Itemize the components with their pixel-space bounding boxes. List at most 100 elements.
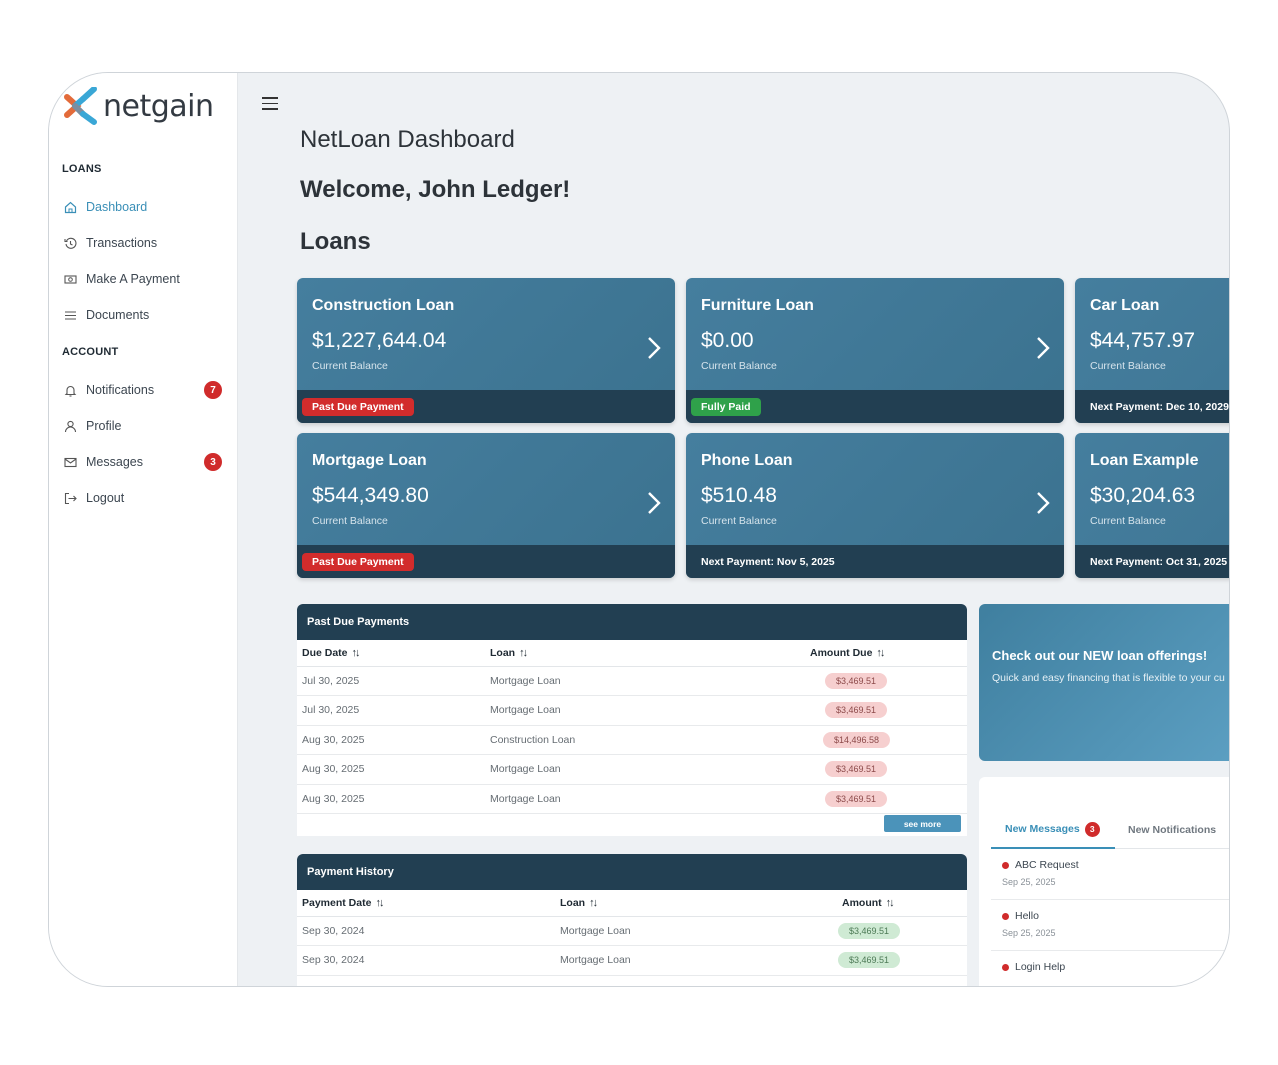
loan-balance: $544,349.80	[312, 484, 429, 507]
next-payment-text: Next Payment: Oct 31, 2025	[1090, 555, 1228, 568]
amount-badge: $3,469.51	[825, 702, 888, 719]
loan-card-footer: Fully Paid	[686, 390, 1064, 423]
unread-dot-icon	[1002, 964, 1009, 971]
loan-card-example[interactable]: Loan Example $30,204.63 Current Balance …	[1075, 433, 1229, 578]
loan-card-footer: Next Payment: Oct 31, 2025	[1075, 545, 1229, 578]
next-payment-text: Next Payment: Nov 5, 2025	[701, 555, 835, 568]
amount-badge: $3,469.51	[825, 790, 888, 807]
chevron-right-icon	[648, 337, 661, 359]
sidebar-item-label: Profile	[86, 419, 122, 433]
table-row: Jul 30, 2025 Mortgage Loan $3,469.51	[297, 666, 967, 696]
column-header-due-date[interactable]: Due Date ↑↓	[297, 640, 485, 667]
unread-dot-icon	[1002, 862, 1009, 869]
loan-card-footer: Past Due Payment	[297, 545, 675, 578]
chevron-right-icon	[1037, 492, 1050, 514]
loan-name: Construction Loan	[312, 297, 455, 314]
sidebar-item-documents[interactable]: Documents	[62, 304, 222, 326]
list-item[interactable]: Login Help	[991, 951, 1229, 986]
loan-card-footer: Next Payment: Dec 10, 2029	[1075, 390, 1229, 423]
sidebar-item-notifications[interactable]: Notifications 7	[62, 379, 222, 401]
loan-balance-caption: Current Balance	[701, 360, 777, 372]
sidebar-item-transactions[interactable]: Transactions	[62, 232, 222, 254]
loan-balance: $44,757.97	[1090, 329, 1196, 352]
loan-card-furniture[interactable]: Furniture Loan $0.00 Current Balance Ful…	[686, 278, 1064, 423]
sidebar-item-label: Dashboard	[86, 200, 148, 214]
amount-badge: $3,469.51	[825, 761, 888, 778]
loan-card-mortgage[interactable]: Mortgage Loan $544,349.80 Current Balanc…	[297, 433, 675, 578]
panel-title: Past Due Payments	[297, 604, 967, 640]
promo-title: Check out our NEW loan offerings!	[992, 648, 1208, 663]
page-title: NetLoan Dashboard	[300, 126, 515, 153]
sidebar-item-profile[interactable]: Profile	[62, 415, 222, 437]
menu-toggle-icon[interactable]	[262, 97, 278, 111]
amount-badge: $3,469.51	[838, 922, 901, 939]
loans-heading: Loans	[300, 228, 371, 255]
status-badge: Past Due Payment	[302, 397, 414, 416]
sort-icon: ↑↓	[375, 896, 384, 909]
messages-count-badge: 3	[204, 453, 222, 471]
past-due-panel: Past Due Payments Due Date ↑↓ Loan ↑↓ Amou…	[297, 604, 967, 836]
bell-icon	[62, 382, 78, 398]
history-icon	[62, 235, 78, 251]
welcome-heading: Welcome, John Ledger!	[300, 176, 571, 203]
messages-count-badge: 3	[1084, 821, 1100, 837]
amount-badge: $3,469.51	[838, 952, 901, 969]
payment-history-table: Payment Date ↑↓ Loan ↑↓ Amount ↑↓ Sep 30, 2…	[297, 890, 967, 976]
loan-card-phone[interactable]: Phone Loan $510.48 Current Balance Next …	[686, 433, 1064, 578]
tab-new-messages[interactable]: New Messages 3	[991, 811, 1115, 849]
table-row: Aug 30, 2025 Construction Loan $14,496.5…	[297, 725, 967, 755]
message-subject: ABC Request	[1015, 859, 1079, 871]
loan-balance-caption: Current Balance	[701, 515, 777, 527]
sidebar-item-label: Logout	[86, 491, 125, 505]
loan-card-car[interactable]: Car Loan $44,757.97 Current Balance Next…	[1075, 278, 1229, 423]
column-header-loan[interactable]: Loan ↑↓	[485, 640, 805, 667]
messages-panel: New Messages 3 New Notifications ABC Req…	[979, 777, 1229, 986]
loan-name: Loan Example	[1090, 452, 1199, 469]
amount-badge: $14,496.58	[823, 731, 891, 748]
sidebar-item-logout[interactable]: Logout	[62, 487, 222, 509]
unread-dot-icon	[1002, 913, 1009, 920]
loan-balance: $30,204.63	[1090, 484, 1196, 507]
loan-balance: $0.00	[701, 329, 754, 352]
column-header-payment-date[interactable]: Payment Date ↑↓	[297, 890, 555, 917]
sort-icon: ↑↓	[885, 896, 895, 909]
list-item[interactable]: Hello Sep 25, 2025	[991, 900, 1229, 951]
loan-name: Furniture Loan	[701, 297, 814, 314]
message-date: Sep 25, 2025	[1002, 928, 1056, 938]
sidebar-item-make-a-payment[interactable]: Make A Payment	[62, 268, 222, 290]
loan-balance-caption: Current Balance	[1090, 515, 1166, 527]
app-window: netgain LOANS Dashboard Transactions Mak…	[48, 72, 1230, 987]
sidebar-item-label: Transactions	[86, 236, 158, 250]
brand-name: netgain	[103, 88, 214, 124]
notifications-count-badge: 7	[204, 381, 222, 399]
sidebar-item-dashboard[interactable]: Dashboard	[62, 196, 222, 218]
cash-icon	[62, 271, 78, 287]
sort-icon: ↑↓	[519, 646, 528, 659]
promo-banner[interactable]: Check out our NEW loan offerings! Quick …	[979, 604, 1229, 761]
messages-tabs: New Messages 3 New Notifications	[991, 811, 1229, 849]
loan-card-construction[interactable]: Construction Loan $1,227,644.04 Current …	[297, 278, 675, 423]
amount-badge: $3,469.51	[825, 672, 888, 689]
tab-new-notifications[interactable]: New Notifications	[1128, 824, 1217, 836]
column-header-amount[interactable]: Amount ↑↓	[837, 890, 967, 917]
chevron-right-icon	[648, 492, 661, 514]
column-header-amount-due[interactable]: Amount Due ↑↓	[805, 640, 967, 667]
sidebar-item-label: Documents	[86, 308, 150, 322]
payment-history-panel: Payment History Payment Date ↑↓ Loan ↑↓ Am…	[297, 854, 967, 986]
column-header-loan[interactable]: Loan ↑↓	[555, 890, 837, 917]
loan-name: Phone Loan	[701, 452, 793, 469]
panel-title: Payment History	[297, 854, 967, 890]
mail-icon	[62, 454, 78, 470]
status-badge: Past Due Payment	[302, 552, 414, 571]
logout-icon	[62, 490, 78, 506]
see-more-button[interactable]: see more	[884, 815, 961, 832]
sidebar: netgain LOANS Dashboard Transactions Mak…	[49, 73, 238, 986]
sidebar-item-messages[interactable]: Messages 3	[62, 451, 222, 473]
loan-name: Car Loan	[1090, 297, 1160, 314]
loan-balance-caption: Current Balance	[312, 515, 388, 527]
loan-card-footer: Past Due Payment	[297, 390, 675, 423]
brand-logo[interactable]: netgain	[63, 87, 214, 125]
promo-subtitle: Quick and easy financing that is flexibl…	[992, 672, 1225, 684]
loan-name: Mortgage Loan	[312, 452, 427, 469]
list-item[interactable]: ABC Request Sep 25, 2025	[991, 849, 1229, 900]
